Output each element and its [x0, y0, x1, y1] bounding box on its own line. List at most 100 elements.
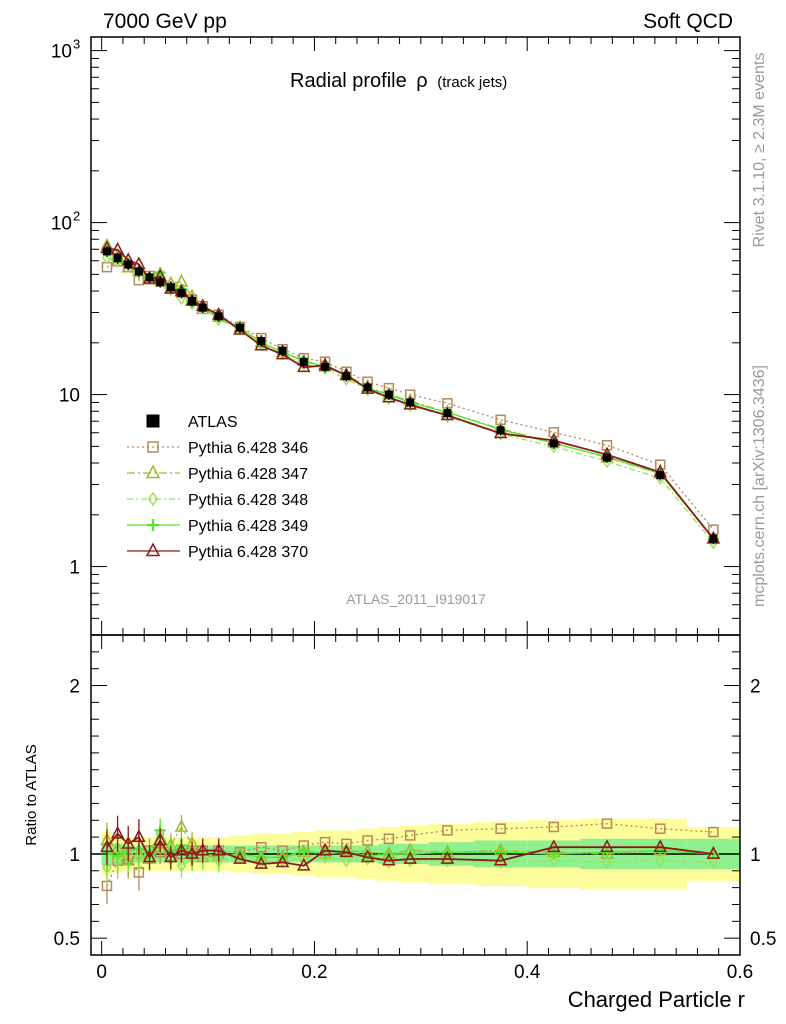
legend-marker [147, 491, 159, 507]
legend-label: ATLAS [188, 414, 238, 431]
series-349-ratio-point [112, 850, 124, 862]
main-y-tick-exponent: 3 [73, 37, 80, 52]
legend-marker [145, 464, 161, 479]
series-370-main-point [297, 359, 311, 373]
atlas-data-point [549, 439, 558, 448]
series-370-ratio-point [706, 846, 721, 859]
ratio-y-tick-label-right: 0.5 [750, 929, 776, 950]
atlas-data-point [321, 362, 330, 371]
atlas-data-point [134, 267, 143, 276]
series-370-ratio-point [132, 829, 146, 842]
legend-entry: Pythia 6.428 370 [127, 542, 308, 561]
legend-marker [147, 519, 159, 531]
chart-title-sub: (track jets) [437, 74, 507, 91]
series-346-ratio-point [404, 830, 416, 841]
main-y-tick-label: 10 [59, 386, 80, 407]
legend: ATLAS Pythia 6.428 346 Pythia 6.428 347 Pyt… [127, 414, 308, 561]
atlas-data-point [406, 398, 415, 407]
legend-label: Pythia 6.428 349 [188, 518, 308, 535]
ratio-panel-series [100, 815, 721, 904]
series-370-ratio-point [297, 857, 311, 871]
ratio-y-tick-label-right: 1 [750, 845, 761, 866]
atlas-data-point [299, 357, 308, 366]
series-370-ratio-point [360, 849, 375, 863]
x-tick-label: 0.2 [301, 962, 327, 983]
atlas-data-point [603, 453, 612, 462]
atlas-data-point [342, 372, 351, 381]
atlas-data-point [188, 297, 197, 306]
series-370-ratio-point [318, 842, 332, 856]
series-348-ratio-point [320, 850, 330, 865]
atlas-data-point [102, 247, 111, 256]
series-349-ratio-point [548, 848, 560, 860]
atlas-data-point [496, 426, 505, 435]
atlas-data-point [363, 383, 372, 392]
series-370-ratio-point [440, 851, 455, 864]
series-349-ratio-point [601, 846, 613, 858]
ratio-y-tick-label-left: 1 [69, 845, 80, 866]
series-370-ratio-point [547, 839, 561, 853]
legend-marker [145, 542, 161, 557]
series-370-ratio-point [164, 849, 178, 863]
series-370-ratio-point [153, 832, 167, 846]
series-370-ratio-point [403, 851, 417, 864]
atlas-data-point [145, 273, 154, 282]
series-347-ratio-point [153, 840, 167, 854]
series-348-ratio-point [176, 858, 187, 873]
series-348-ratio-point [549, 853, 559, 868]
series-347-ratio-point [174, 819, 189, 832]
x-axis-label: Charged Particle r [568, 987, 745, 1012]
series-348-ratio-point [708, 855, 719, 870]
legend-entry: Pythia 6.428 347 [127, 464, 308, 483]
series-atlas-data [102, 245, 718, 545]
series-348-ratio-point [602, 855, 612, 870]
series-370-ratio-point [121, 835, 135, 849]
atlas-data-point [166, 283, 175, 292]
main-y-tick-label: 10 [51, 214, 72, 235]
series-370-ratio-point [275, 854, 290, 868]
atlas-data-point [384, 390, 393, 399]
atlas-data-point [656, 471, 665, 480]
x-tick-label: 0.4 [514, 962, 541, 983]
series-370-ratio-point [110, 825, 125, 839]
series-370-ratio-point [382, 852, 396, 866]
series-370-ratio-point [174, 842, 189, 856]
ratio-y-tick-label-left: 2 [69, 677, 80, 698]
ratio-y-axis-label: Ratio to ATLAS [23, 744, 40, 845]
series-370-ratio-point [600, 839, 614, 853]
legend-marker [147, 441, 159, 453]
main-y-tick-label: 10 [51, 42, 72, 63]
ratio-y-tick-label-left: 0.5 [54, 929, 80, 950]
series-370-ratio-point [233, 851, 247, 864]
legend-entry: Pythia 6.428 348 [127, 491, 308, 509]
x-tick-label: 0.6 [727, 962, 753, 983]
series-346-ratio-point [442, 825, 453, 836]
series-349-ratio-point [298, 845, 310, 857]
series-346-ratio-point [383, 833, 395, 845]
series-370-ratio [100, 815, 721, 871]
legend-label: Pythia 6.428 370 [188, 544, 308, 561]
series-348-ratio-point [341, 853, 352, 868]
series-347-ratio-line [106, 825, 714, 862]
series-370-ratio-point [254, 856, 268, 869]
atlas-data-point [278, 346, 287, 355]
chart-title-symbol: ρ [416, 70, 427, 92]
chart-title-main: Radial profile [290, 70, 407, 92]
atlas-data-point [124, 260, 133, 269]
series-370-ratio-point [653, 839, 667, 853]
legend-label: Pythia 6.428 347 [188, 466, 308, 483]
ratio-y-tick-label-right: 2 [750, 677, 761, 698]
legend-entry: ATLAS [146, 414, 238, 431]
analysis-id-label: ATLAS_2011_I919017 [346, 591, 486, 607]
atlas-data-point [443, 409, 452, 418]
main-y-tick-label: 1 [69, 558, 80, 579]
main-panel-series [100, 237, 721, 550]
header-energy-label: 7000 GeV pp [103, 10, 227, 33]
series-346-ratio-point [495, 823, 506, 834]
legend-marker [146, 414, 160, 428]
series-370-ratio-point [211, 842, 226, 856]
series-346-ratio-point [601, 818, 613, 829]
series-346-ratio-point [654, 823, 666, 834]
